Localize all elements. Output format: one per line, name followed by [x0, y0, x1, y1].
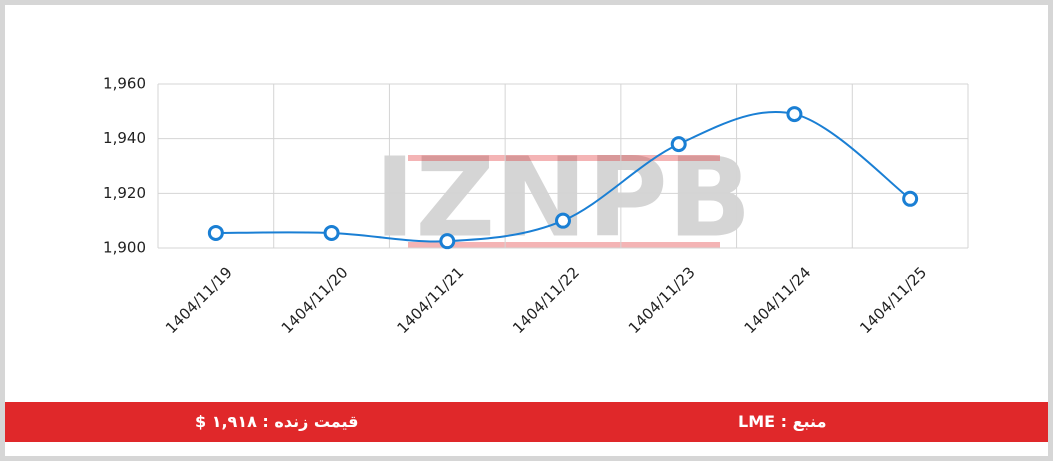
- point: [323, 224, 340, 241]
- x-tick-label: 1404/11/24: [741, 263, 815, 337]
- chart: IZNPB 1,900 1,920 1,940 1,960 1404/11/19 1404/…: [103, 75, 969, 337]
- y-tick-label: 1,940: [103, 129, 146, 147]
- watermark-bar: [408, 242, 720, 248]
- x-tick-label: 1404/11/19: [162, 263, 236, 337]
- point: [555, 212, 571, 229]
- watermark: IZNPB: [374, 133, 751, 261]
- point: [670, 136, 687, 153]
- point: [439, 233, 456, 250]
- x-tick-label: 1404/11/25: [856, 263, 930, 337]
- y-tick-label: 1,920: [103, 184, 146, 202]
- x-tick-label: 1404/11/20: [278, 263, 352, 337]
- footer: قیمت زنده : ۱,۹۱۸ $ منبع : LME: [5, 402, 1048, 442]
- source: منبع : LME: [738, 412, 827, 431]
- watermark-bar: [408, 155, 720, 161]
- x-tick-label: 1404/11/21: [393, 263, 467, 337]
- point: [902, 190, 919, 207]
- point: [786, 106, 803, 123]
- y-tick-label: 1,960: [103, 75, 146, 93]
- point: [207, 224, 224, 241]
- x-tick-label: 1404/11/22: [509, 263, 583, 337]
- live-price: قیمت زنده : ۱,۹۱۸ $: [195, 412, 359, 431]
- x-tick-label: 1404/11/23: [625, 263, 699, 337]
- y-tick-label: 1,900: [103, 239, 146, 257]
- card: [5, 5, 1048, 456]
